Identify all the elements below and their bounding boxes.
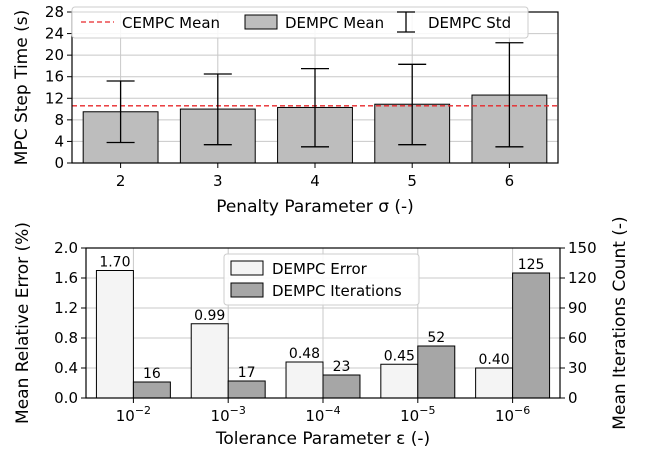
bottom-y-tick-label: 0.0	[54, 389, 78, 407]
legend-error-patch	[230, 260, 264, 276]
top-x-tick-label: 2	[116, 172, 126, 190]
bottom-bar-labels: 1.70 0.99 0.48 0.45 0.40 16 17 23 52 125	[99, 255, 544, 383]
legend-iterations-patch	[230, 282, 264, 298]
bottom-x-ticks: 10−2 10−3 10−4 10−5 10−6	[116, 398, 530, 425]
top-y-tick-label: 24	[45, 25, 64, 43]
top-x-tick-label: 6	[505, 172, 515, 190]
bottom-x-tick-label: 10−4	[305, 404, 340, 425]
legend-cempc-label: CEMPC Mean	[122, 14, 220, 32]
top-y-tick-label: 16	[45, 68, 64, 86]
iterations-bar	[512, 272, 551, 399]
top-y-tick-label: 0	[54, 154, 64, 172]
legend-dempc-mean-label: DEMPC Mean	[285, 14, 384, 32]
step-time-chart: 0 4 8 12 16 20 24 28 2 3 4 5 6 MPC Step Time (s) Pe…	[12, 3, 559, 217]
top-y-tick-label: 12	[45, 89, 64, 107]
top-y-tick-label: 20	[45, 46, 64, 64]
bottom-y2-tick-label: 150	[568, 239, 597, 257]
iterations-bar-label: 23	[333, 359, 351, 375]
top-y-tick-label: 8	[54, 111, 64, 129]
error-bar	[380, 363, 419, 399]
error-bar-label: 0.48	[289, 346, 320, 362]
top-y-tick-label: 28	[45, 3, 64, 21]
error-bar	[285, 361, 324, 399]
top-y-ticks: 0 4 8 12 16 20 24 28	[45, 3, 72, 172]
bottom-x-axis-label: Tolerance Parameter ε (-)	[215, 429, 430, 449]
iterations-bar-label: 52	[427, 330, 445, 346]
top-x-axis-label: Penalty Parameter σ (-)	[216, 197, 414, 217]
bottom-x-tick-label: 10−2	[116, 404, 151, 425]
top-error-bars	[106, 42, 524, 148]
top-x-tick-label: 5	[407, 172, 417, 190]
legend-dempc-std-label: DEMPC Std	[428, 14, 511, 32]
top-x-tick-label: 4	[310, 172, 320, 190]
bottom-y-tick-label: 1.2	[54, 299, 78, 317]
top-y-tick-label: 4	[54, 132, 64, 150]
bottom-y2-tick-label: 60	[568, 329, 587, 347]
iterations-bar	[417, 345, 456, 399]
bottom-right-y-axis-label: Mean Iterations Count (-)	[610, 216, 630, 429]
bottom-legend: DEMPC Error DEMPC Iterations	[223, 253, 420, 306]
bottom-y2-tick-label: 120	[568, 269, 597, 287]
bottom-y2-tick-label: 90	[568, 299, 587, 317]
error-bar-label: 0.40	[479, 352, 510, 368]
bottom-x-tick-label: 10−5	[400, 404, 435, 425]
error-bar-label: 0.45	[384, 348, 415, 364]
iterations-bar-label: 16	[143, 366, 161, 382]
bottom-y-tick-label: 0.4	[54, 359, 78, 377]
bottom-x-tick-label: 10−3	[211, 404, 246, 425]
bottom-left-y-ticks: 0.0 0.4 0.8 1.2 1.6 2.0	[54, 239, 86, 407]
bottom-bars	[95, 270, 551, 399]
iterations-bar	[132, 381, 171, 399]
legend-error-label: DEMPC Error	[272, 260, 368, 278]
bottom-x-tick-label: 10−6	[495, 404, 530, 425]
bottom-y-tick-label: 2.0	[54, 239, 78, 257]
iterations-bar-label: 17	[238, 365, 256, 381]
iterations-bar	[322, 374, 361, 399]
bottom-right-y-ticks: 0 30 60 90 120 150	[560, 239, 597, 407]
error-bar	[475, 367, 514, 399]
iterations-bar-label: 125	[518, 257, 545, 273]
bottom-left-y-axis-label: Mean Relative Error (%)	[13, 222, 33, 424]
legend-iterations-label: DEMPC Iterations	[272, 282, 402, 300]
error-bar-label: 0.99	[194, 308, 225, 324]
bottom-y2-tick-label: 0	[568, 389, 578, 407]
bottom-legend-box	[223, 253, 420, 306]
bottom-y-tick-label: 0.8	[54, 329, 78, 347]
error-bar	[95, 270, 134, 399]
bottom-y2-tick-label: 30	[568, 359, 587, 377]
error-bar	[190, 323, 229, 399]
top-legend: CEMPC Mean DEMPC Mean DEMPC Std	[71, 6, 529, 39]
legend-std-marker	[397, 11, 415, 33]
top-legend-box	[71, 6, 529, 39]
top-y-axis-label: MPC Step Time (s)	[12, 10, 32, 165]
bottom-y-tick-label: 1.6	[54, 269, 78, 287]
iterations-bar	[227, 380, 266, 399]
legend-dempc-mean-patch	[244, 14, 278, 30]
error-bar-label: 1.70	[99, 255, 130, 271]
top-x-ticks: 2 3 4 5 6	[116, 163, 514, 190]
top-x-tick-label: 3	[213, 172, 223, 190]
